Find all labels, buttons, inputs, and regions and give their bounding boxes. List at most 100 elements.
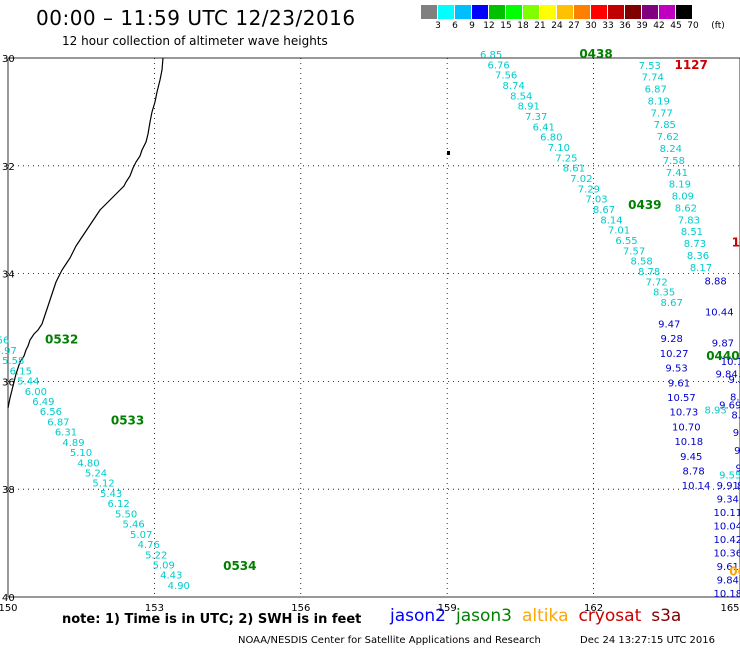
x-tick-label: 162 [584, 603, 603, 614]
swh-value: 8.67 [661, 298, 683, 309]
swh-value: 6.87 [47, 417, 69, 428]
swh-value: 7.77 [651, 108, 673, 119]
swh-value: 7.85 [654, 120, 676, 131]
swh-value: 6.12 [107, 499, 129, 510]
swh-value: 5.50 [115, 509, 137, 520]
swh-value: 7.03 [585, 195, 607, 206]
swh-value: 4.43 [160, 571, 182, 582]
swh-value: 6.00 [25, 387, 47, 398]
swh-value: 4.90 [168, 581, 190, 592]
generation-timestamp: Dec 24 13:27:15 UTC 2016 [580, 635, 715, 646]
coastline [7, 57, 164, 409]
swh-value: 9.87 [712, 338, 734, 349]
swh-value: 7.01 [608, 226, 630, 237]
swh-value: 5.12 [92, 479, 114, 490]
scale-label: 3 [435, 21, 441, 31]
swh-value: 10.18 [674, 437, 703, 448]
swh-value: 9.34 [717, 495, 739, 506]
swh-value: 7.58 [663, 156, 685, 167]
swh-value: 10.70 [672, 422, 701, 433]
pass-time-label: 0438 [579, 47, 612, 61]
swh-value: 9.61 [668, 378, 690, 389]
swh-value: 8.91 [518, 102, 540, 113]
scale-label: 21 [534, 21, 546, 31]
swh-value: 8.35 [653, 288, 675, 299]
scale-swatch [676, 5, 693, 19]
swh-value: 10.36 [713, 549, 740, 560]
swh-value: 9.45 [680, 452, 702, 463]
swh-value: 9.5 [733, 428, 740, 439]
swh-value: 5.22 [145, 550, 167, 561]
scale-label: 27 [568, 21, 580, 31]
scale-label: 70 [687, 21, 699, 31]
legend-item-s3a: s3a [651, 606, 682, 626]
swh-value: 6.85 [480, 50, 502, 61]
swh-value: 10.73 [670, 408, 699, 419]
swh-value: 5.46 [123, 520, 145, 531]
pass-time-label: 0533 [111, 414, 144, 428]
x-tick-label: 153 [145, 603, 164, 614]
swh-value: 8.62 [675, 203, 697, 214]
x-tick-label: 165 [720, 603, 739, 614]
swh-value: 8.17 [690, 263, 712, 274]
scale-swatch [421, 5, 438, 19]
scale-label: 9 [469, 21, 475, 31]
map-frame [7, 57, 740, 598]
swh-value: 10.27 [660, 349, 689, 360]
scale-label: 39 [636, 21, 648, 31]
y-tick-label: 30 [2, 54, 15, 65]
swh-value: 10.11 [713, 508, 740, 519]
scale-swatch [523, 5, 540, 19]
swh-value: 9.47 [658, 320, 680, 331]
scale-swatch [557, 5, 574, 19]
swh-value: 9.61 [717, 562, 739, 573]
scale-label: 12 [483, 21, 495, 31]
swh-value: 7.37 [525, 112, 547, 123]
swh-value: 6.15 [10, 366, 32, 377]
scale-swatch [642, 5, 659, 19]
swh-value: 8.51 [681, 227, 703, 238]
scale-label: 6 [452, 21, 458, 31]
pass-time-label: 0532 [45, 333, 78, 347]
swh-value: 6.49 [32, 397, 54, 408]
swh-value: 5.43 [100, 489, 122, 500]
scale-swatch [574, 5, 591, 19]
scale-label: 24 [551, 21, 563, 31]
swh-value: 6.87 [645, 85, 667, 96]
scale-swatch [591, 5, 608, 19]
scale-label: 18 [517, 21, 529, 31]
color-scale [421, 5, 693, 19]
swh-value: 8.14 [600, 215, 622, 226]
y-tick-label: 40 [2, 593, 15, 604]
lat-lon-grid [8, 58, 740, 597]
legend-item-altika: altika [522, 606, 569, 626]
swh-value: 10.57 [667, 393, 696, 404]
swh-value: 4.76 [138, 540, 160, 551]
pass-time-label: 0439 [628, 198, 661, 212]
swh-value: 7.72 [646, 277, 668, 288]
scale-label: 36 [619, 21, 631, 31]
scale-swatch [506, 5, 523, 19]
map-title: 00:00 – 11:59 UTC 12/23/2016 [36, 6, 356, 30]
swh-value: 7.41 [666, 168, 688, 179]
swh-value: 9.6 [734, 446, 740, 457]
swh-value: 7.62 [657, 132, 679, 143]
scale-label: 33 [602, 21, 614, 31]
credit-line: NOAA/NESDIS Center for Satellite Applica… [238, 635, 541, 646]
swh-value: 5.58 [2, 356, 24, 367]
swh-value: 6.76 [488, 60, 510, 71]
swh-value: 5.24 [85, 469, 107, 480]
swh-value: 9.69 [719, 400, 740, 411]
swh-value: 10.14 [682, 481, 711, 492]
axis-tick-labels: 150 153 156 159 162 165 30 32 34 36 38 40 [0, 54, 740, 614]
pass-time-label: 06 [729, 564, 740, 578]
swh-value: 8.61 [563, 164, 585, 175]
y-tick-label: 36 [2, 377, 15, 388]
legend-item-jason2: jason2 [390, 606, 446, 626]
scale-swatch [540, 5, 557, 19]
swh-value: 9.55 [719, 470, 740, 481]
x-tick-label: 159 [438, 603, 457, 614]
swh-value: 4.56 [0, 336, 9, 347]
swh-value: 8.67 [593, 205, 615, 216]
swh-value: 8.93 [704, 406, 726, 417]
